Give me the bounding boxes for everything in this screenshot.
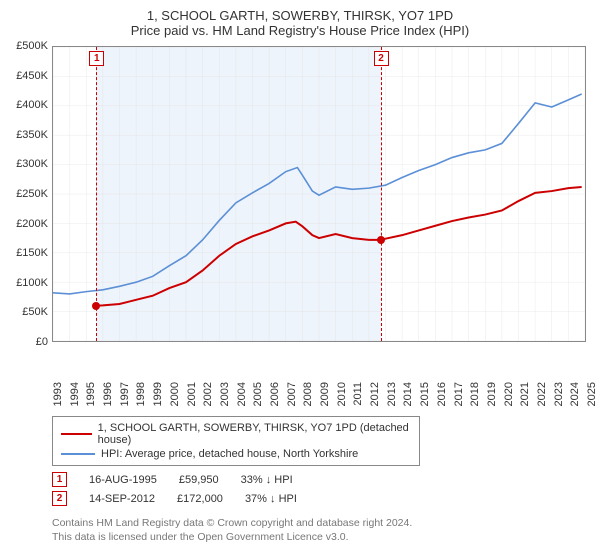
footer-line2: This data is licensed under the Open Gov…: [52, 530, 592, 544]
chart-container: 1, SCHOOL GARTH, SOWERBY, THIRSK, YO7 1P…: [8, 8, 592, 544]
footer-line1: Contains HM Land Registry data © Crown c…: [52, 516, 592, 530]
chart-title-line2: Price paid vs. HM Land Registry's House …: [8, 23, 592, 38]
transaction-row: 2 14-SEP-2012 £172,000 37% ↓ HPI: [52, 491, 592, 506]
transaction-date: 14-SEP-2012: [89, 493, 155, 505]
transaction-pct: 33% ↓ HPI: [241, 474, 293, 486]
legend-item: 1, SCHOOL GARTH, SOWERBY, THIRSK, YO7 1P…: [61, 421, 411, 447]
series-svg: [53, 47, 585, 341]
transaction-row: 1 16-AUG-1995 £59,950 33% ↓ HPI: [52, 472, 592, 487]
transaction-price: £172,000: [177, 493, 223, 505]
legend: 1, SCHOOL GARTH, SOWERBY, THIRSK, YO7 1P…: [52, 416, 420, 466]
transaction-price: £59,950: [179, 474, 219, 486]
legend-label: 1, SCHOOL GARTH, SOWERBY, THIRSK, YO7 1P…: [98, 422, 411, 446]
legend-swatch: [61, 453, 95, 455]
legend-label: HPI: Average price, detached house, Nort…: [101, 448, 358, 460]
legend-swatch: [61, 433, 92, 435]
transaction-index-box: 1: [52, 472, 67, 487]
transaction-pct: 37% ↓ HPI: [245, 493, 297, 505]
transaction-date: 16-AUG-1995: [89, 474, 157, 486]
down-arrow-icon: ↓: [266, 474, 272, 486]
down-arrow-icon: ↓: [270, 493, 276, 505]
plot-region: 12: [52, 46, 586, 342]
y-axis-labels: £0£50K£100K£150K£200K£250K£300K£350K£400…: [8, 46, 52, 376]
transaction-index-box: 2: [52, 491, 67, 506]
chart-title-line1: 1, SCHOOL GARTH, SOWERBY, THIRSK, YO7 1P…: [8, 8, 592, 23]
legend-item: HPI: Average price, detached house, Nort…: [61, 447, 411, 461]
plot-area: £0£50K£100K£150K£200K£250K£300K£350K£400…: [8, 46, 592, 376]
footer-text: Contains HM Land Registry data © Crown c…: [52, 516, 592, 544]
